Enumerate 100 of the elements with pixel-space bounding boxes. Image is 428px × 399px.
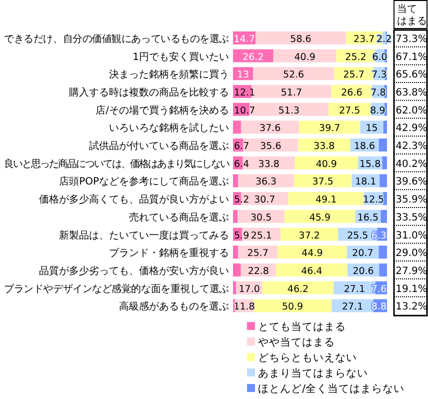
data-label: 40.9 — [294, 52, 316, 63]
text: 33.5% — [396, 212, 428, 224]
y-tick-label: 店/その場で買う銘柄を決める — [96, 104, 229, 116]
y-tick-label: 決まった銘柄を頻繁に買う — [109, 68, 229, 81]
bar — [299, 120, 360, 134]
data-label: 46.2 — [287, 284, 309, 295]
bar — [284, 210, 356, 223]
bar — [380, 210, 387, 223]
data-label: 25.1 — [250, 230, 272, 242]
data-label: 52.6 — [282, 70, 304, 81]
y-tick-label: できるだけ、自分の価値観にあっているものを選ぶ — [4, 32, 230, 45]
legend-label: どちらともいえない — [258, 352, 357, 364]
bar — [382, 156, 387, 170]
bar — [378, 138, 387, 152]
text: 13.2% — [396, 302, 428, 313]
text: 73.3% — [396, 34, 428, 45]
data-label: 11.8 — [234, 302, 255, 313]
bar — [253, 299, 332, 312]
data-label: 6.4 — [234, 158, 250, 170]
text: 40.2% — [396, 158, 428, 170]
bar — [276, 263, 348, 276]
data-label: 5.2 — [234, 194, 250, 206]
data-label: 5.9 — [234, 230, 250, 242]
y-tick-label: 1円でも安く買いたい — [132, 50, 229, 63]
bar — [380, 174, 387, 188]
data-label: 36.3 — [255, 176, 277, 188]
data-label: 25.2 — [345, 52, 366, 63]
data-label: 6.0 — [372, 52, 388, 63]
data-label: 18.6 — [354, 141, 376, 152]
y-tick-label: 購入する時は複数の商品を比較する — [69, 86, 229, 98]
text: 当てはまる — [397, 3, 427, 27]
data-label: 37.5 — [312, 176, 334, 188]
bar — [262, 281, 334, 294]
data-label: 17.0 — [238, 284, 260, 295]
text: 62.0% — [396, 105, 428, 116]
data-label: 51.3 — [278, 105, 300, 116]
y-tick-label: 売れている商品を選ぶ — [129, 211, 229, 224]
data-label: 26.2 — [242, 52, 264, 63]
legend-label: やや当てはまる — [258, 336, 335, 348]
data-label: 6.3 — [371, 230, 386, 242]
bar — [273, 49, 336, 62]
y-tick-label: ブランドやデザインなど感覚的な面を重視して選ぶ — [4, 282, 230, 295]
data-label: 58.6 — [290, 34, 312, 45]
data-label: 13 — [236, 70, 250, 81]
data-label: 15.8 — [359, 158, 381, 170]
data-label: 33.8 — [314, 141, 335, 152]
data-label: 16.5 — [357, 212, 379, 224]
data-label: 18.1 — [355, 176, 376, 188]
data-label: 30.5 — [250, 212, 272, 224]
bar — [233, 246, 238, 259]
data-label: 46.4 — [301, 266, 322, 277]
data-label: 45.9 — [309, 212, 331, 224]
text: 39.6% — [396, 176, 428, 188]
data-label: 7.6 — [371, 284, 386, 295]
data-label: 25.5 — [347, 230, 368, 242]
data-label: 51.7 — [280, 87, 302, 98]
data-label: 25.7 — [247, 248, 268, 260]
data-label: 20.6 — [352, 266, 374, 277]
data-label: 8.9 — [370, 105, 386, 116]
data-label: 10.7 — [234, 105, 256, 116]
bar — [233, 120, 242, 134]
bar — [256, 31, 346, 44]
y-tick-label: 高級感があるものを選ぶ — [119, 300, 229, 313]
bar — [233, 174, 238, 188]
y-tick-label: ブランド・銘柄を重視する — [109, 247, 229, 260]
bar — [280, 228, 338, 241]
data-label: 44.9 — [302, 248, 323, 260]
data-label: 27.1 — [344, 284, 366, 295]
data-label: 26.6 — [341, 87, 362, 98]
y-tick-label: 新製品は、たいてい一度は買ってみる — [59, 229, 229, 242]
bar — [294, 156, 358, 170]
data-label: 50.9 — [282, 302, 304, 313]
y-tick-label: 試供品が付いている商品を選ぶ — [89, 140, 229, 152]
bar — [241, 120, 300, 134]
y-tick-label: いろいろな銘柄を試したい — [109, 122, 229, 134]
legend-label: ほとんど/全く当てはまらない — [258, 383, 405, 395]
bar — [294, 174, 352, 188]
data-label: 30.7 — [254, 194, 276, 206]
data-label: 27.5 — [339, 105, 360, 116]
data-label: 27.1 — [342, 302, 364, 313]
data-label: 20.7 — [352, 248, 374, 260]
data-label: 7.8 — [370, 87, 386, 98]
bar — [378, 246, 387, 259]
text: 29.0% — [396, 248, 428, 260]
data-label: 22.8 — [248, 266, 269, 277]
data-label: 23.7 — [354, 34, 375, 45]
data-label: 15 — [366, 123, 378, 134]
data-label: 6.7 — [234, 141, 250, 152]
text: 35.9% — [396, 194, 428, 206]
text: 65.6% — [396, 70, 428, 81]
bar — [238, 174, 294, 188]
legend-label: とても当てはまる — [258, 321, 346, 333]
data-label: 7.3 — [372, 70, 387, 81]
data-label: 40.9 — [316, 158, 337, 170]
bar — [383, 120, 387, 134]
data-label: 35.6 — [260, 141, 282, 152]
text: 67.1% — [396, 52, 428, 63]
bar — [288, 192, 364, 206]
text: 19.1% — [396, 284, 428, 295]
bar — [278, 246, 347, 259]
